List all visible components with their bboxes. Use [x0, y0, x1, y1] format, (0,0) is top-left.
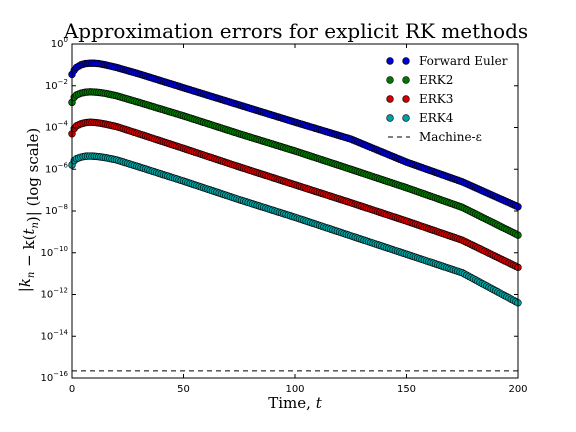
chart-title: Approximation errors for explicit RK met… [63, 19, 528, 43]
legend-item: ERK3 [386, 92, 453, 106]
y-tick-label: 10−2 [45, 78, 68, 92]
legend-marker [402, 76, 410, 84]
legend-item: ERK2 [386, 73, 453, 87]
y-tick-label: 10−16 [40, 370, 68, 384]
x-tick-label: 100 [285, 384, 304, 395]
legend-label: Forward Euler [419, 54, 508, 68]
legend-marker [402, 57, 410, 65]
legend-marker [386, 76, 394, 84]
y-tick-label: 10−10 [40, 245, 68, 259]
legend-marker [386, 114, 394, 122]
legend-item: Machine-ε [388, 130, 482, 144]
series-1 [68, 88, 522, 239]
legend-label: ERK2 [419, 73, 453, 87]
legend-label: ERK4 [419, 111, 454, 125]
y-tick-label: 10−4 [45, 120, 69, 134]
y-tick-label: 10−14 [40, 328, 68, 342]
x-tick-label: 0 [69, 384, 75, 395]
series-2 [68, 118, 522, 272]
legend-marker [402, 114, 410, 122]
legend: Forward Euler ERK2 ERK3 ERK4 Machine-ε [386, 54, 508, 144]
y-axis-label: |kn − k(tn)| (log scale) [16, 128, 42, 292]
plot-area: 0 50 100 150 200 100 10−2 10−4 10−6 10−8 10−10 10−1… [40, 36, 527, 395]
x-tick-label: 150 [397, 384, 416, 395]
x-tick-label: 200 [508, 384, 527, 395]
legend-marker [386, 57, 394, 65]
legend-item: ERK4 [386, 111, 454, 125]
y-tick-label: 10−6 [45, 161, 69, 175]
legend-label: Machine-ε [419, 130, 482, 144]
legend-label: ERK3 [419, 92, 453, 106]
x-axis-label: Time, t [268, 394, 322, 412]
legend-marker [402, 95, 410, 103]
legend-marker [386, 95, 394, 103]
x-tick-label: 50 [177, 384, 190, 395]
y-tick-label: 100 [51, 36, 68, 50]
y-tick-label: 10−8 [45, 203, 68, 217]
series-0 [68, 59, 522, 211]
y-tick-label: 10−12 [40, 287, 68, 301]
series-3 [68, 152, 522, 307]
legend-item: Forward Euler [386, 54, 508, 68]
